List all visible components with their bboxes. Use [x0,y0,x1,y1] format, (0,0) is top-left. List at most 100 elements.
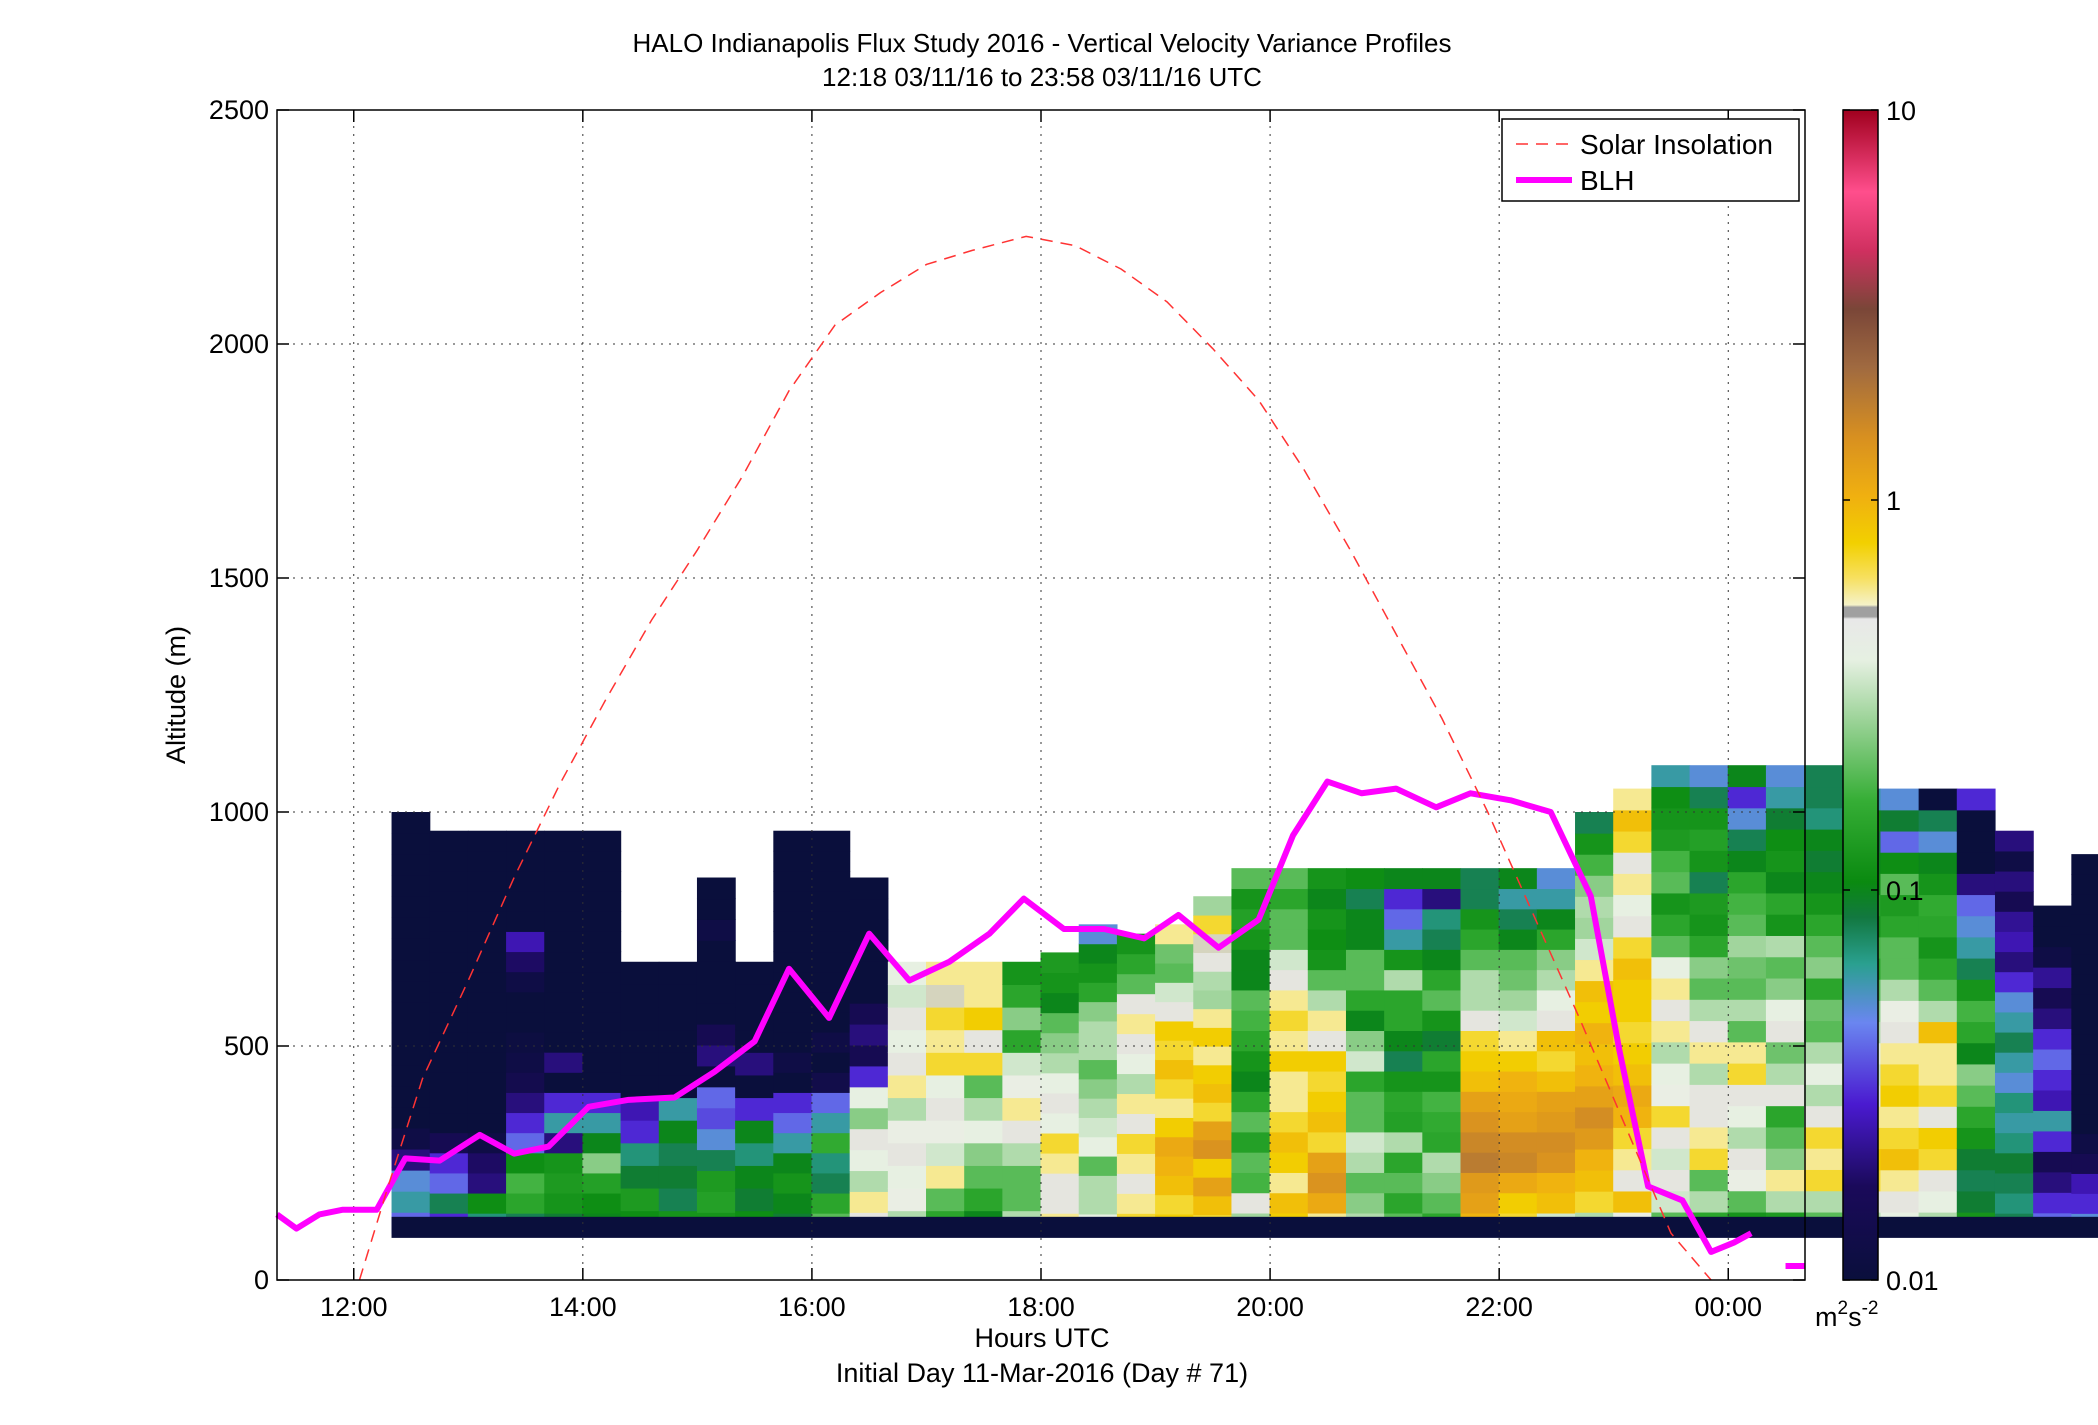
heatmap-cell [1269,929,1309,950]
colorbar-units: m2s-2 [1815,1298,1878,1332]
heatmap-cell [1193,1177,1233,1197]
heatmap-cell [1994,1011,2034,1033]
heatmap-cell [1804,914,1843,936]
heatmap-cell [1956,1042,1996,1065]
heatmap-cell [1116,1133,1156,1154]
heatmap-cell [1307,1030,1347,1052]
heatmap-cell [1269,1070,1309,1092]
heatmap-cell [1880,1106,1920,1128]
heatmap-cell [1345,1152,1385,1173]
heatmap-cell [391,1191,431,1213]
heatmap-cell [1384,1010,1423,1031]
heatmap-cell [1613,1169,1652,1192]
heatmap-cell [429,1112,469,1134]
heatmap-cell [1040,992,1080,1014]
chart-subtitle: 12:18 03/11/16 to 23:58 03/11/16 UTC [822,62,1262,92]
heatmap-cell [1727,1084,1767,1107]
heatmap-cell [1994,931,2034,953]
heatmap-cell [1727,807,1767,830]
heatmap-cell [1689,850,1729,873]
x-axis-label: Hours UTC [974,1323,1109,1353]
heatmap-cell [1804,1105,1843,1128]
y-tick-label: 1000 [209,797,269,827]
heatmap-cell [1384,989,1423,1011]
heatmap-cell [582,1031,622,1053]
heatmap-cell [391,917,431,939]
x-axis-label-day: Initial Day 11-Mar-2016 (Day # 71) [836,1358,1248,1388]
heatmap-cell [2033,1130,2072,1152]
heatmap-cell [1231,949,1271,971]
heatmap-cell [773,1192,813,1214]
heatmap-cell [1727,1020,1767,1043]
heatmap-cell [1460,1010,1500,1031]
heatmap-cell [1269,1131,1309,1153]
heatmap-cell [1727,829,1767,851]
heatmap-cell [467,891,507,912]
heatmap-cell [1689,892,1729,915]
heatmap-cell [1880,957,1920,980]
heatmap-cell [1384,888,1423,910]
heatmap-cell [1689,829,1729,851]
heatmap-cell [1956,1148,1996,1171]
heatmap-cell [1116,1113,1156,1134]
x-tick-label: 20:00 [1236,1292,1304,1322]
heatmap-cell [926,1029,965,1053]
heatmap-cell [582,971,622,993]
heatmap-cell [964,1142,1003,1166]
heatmap-cell [1956,788,1996,811]
heatmap-cell [773,1112,813,1134]
heatmap-cell [1498,1192,1538,1214]
heatmap-cell [544,911,584,932]
heatmap-cell [1765,850,1805,873]
heatmap-cell [1307,1050,1347,1072]
heatmap-cell [1116,993,1156,1015]
heatmap-cell [887,1097,927,1121]
heatmap-cell [811,870,851,892]
heatmap-cell [1345,868,1385,890]
heatmap-cell [926,1097,965,1121]
heatmap-cell [1345,1070,1385,1092]
heatmap-cell [1765,786,1805,809]
heatmap-cell [696,1003,736,1025]
heatmap-cell [849,877,889,900]
heatmap-cell [506,1092,545,1114]
heatmap-cell [1536,908,1576,930]
heatmap-cell [1231,1172,1271,1194]
heatmap-cell [391,959,431,982]
heatmap-cell [1040,1132,1080,1154]
heatmap-cell [1613,1085,1652,1107]
heatmap-cell [620,1074,660,1099]
heatmap-cell [1384,969,1423,991]
heatmap-cell [2071,1033,2098,1055]
heatmap-cell [1689,1063,1729,1085]
heatmap-cell [696,898,736,920]
heatmap-cell [467,1092,507,1114]
heatmap-cell [1269,1091,1309,1113]
heatmap-cell [1994,1192,2034,1214]
heatmap-cell [1575,1191,1614,1213]
heatmap-cell [544,1052,584,1073]
heatmap-cell [1994,951,2034,973]
heatmap-cell [1307,1131,1347,1153]
heatmap-cell [964,1097,1003,1121]
heatmap-cell [926,1187,965,1212]
heatmap-cell [506,1152,545,1174]
heatmap-cell [1498,969,1538,991]
heatmap-cell [544,951,584,973]
heatmap-cell [1231,989,1271,1011]
heatmap-cell [849,1107,889,1130]
heatmap-cell [1498,1010,1538,1031]
heatmap-cell [658,1120,698,1144]
heatmap-cell [1460,1131,1500,1153]
heatmap-cell [811,850,851,872]
heatmap-cell [1689,1105,1729,1128]
heatmap-cell [1536,868,1576,890]
heatmap-cell [544,971,584,993]
heatmap-cell [1727,765,1767,788]
heatmap-cell [658,984,698,1008]
heatmap-cell [1422,908,1462,930]
heatmap-cell [544,1072,584,1093]
heatmap-cell [1651,999,1691,1022]
heatmap-cell [582,830,622,852]
heatmap-cell [1956,830,1996,853]
